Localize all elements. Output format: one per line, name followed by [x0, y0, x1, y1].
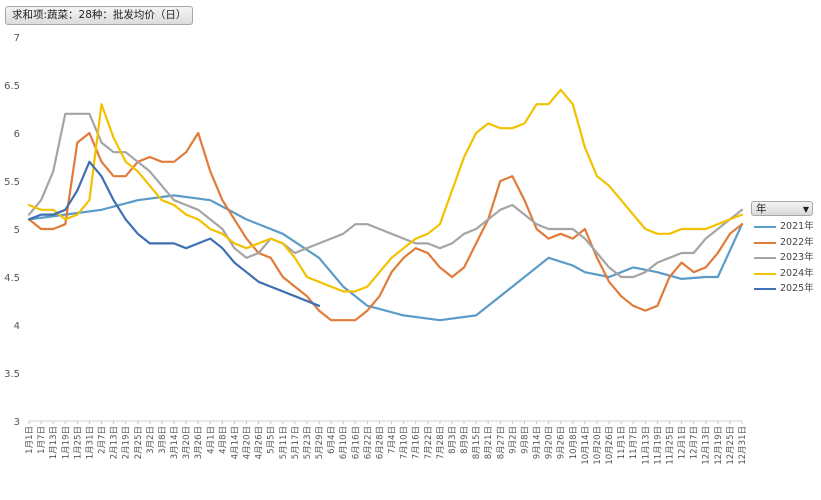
x-tick-label: 2月19日	[122, 426, 132, 459]
x-tick-label: 1月31日	[85, 426, 95, 459]
y-axis: 3 3.5 4 4.5 5 5.5 6 6.5 7	[4, 33, 742, 428]
x-tick-label: 7月4日	[388, 426, 398, 454]
x-tick-label: 1月1日	[25, 426, 35, 454]
x-tick-label: 4月20日	[243, 426, 253, 459]
legend-swatch	[754, 257, 776, 259]
series-line-2023年	[27, 112, 744, 279]
y-tick-label: 7	[14, 33, 20, 44]
x-tick-label: 1月7日	[37, 426, 47, 454]
x-tick-label: 5月23日	[303, 426, 313, 459]
y-tick-label: 5.5	[4, 177, 20, 188]
legend-label: 2025年	[780, 283, 814, 294]
x-tick-label: 8月15日	[472, 426, 482, 459]
x-tick-label: 6月4日	[327, 426, 337, 454]
x-tick-label: 4月26日	[255, 426, 265, 459]
y-tick-label: 3.5	[4, 369, 20, 380]
x-tick-label: 5月17日	[291, 426, 301, 459]
x-tick-label: 4月8日	[218, 426, 228, 454]
legend-swatch	[754, 226, 776, 228]
y-tick-label: 4	[14, 321, 20, 332]
x-tick-label: 5月29日	[315, 426, 325, 459]
x-tick-label: 2月25日	[134, 426, 144, 459]
x-tick-label: 11月7日	[629, 426, 639, 459]
series-line-2024年	[27, 88, 744, 293]
legend-item: 2025年	[754, 281, 814, 297]
x-tick-label: 9月14日	[533, 426, 543, 459]
legend-label: 2021年	[780, 221, 814, 232]
x-tick-label: 12月25日	[726, 426, 736, 465]
x-tick-label: 11月1日	[617, 426, 627, 459]
x-tick-label: 10月26日	[605, 426, 615, 465]
x-tick-label: 12月31日	[738, 426, 748, 465]
x-tick-label: 10月20日	[593, 426, 603, 465]
x-axis: 1月1日 1月7日 1月13日 1月19日 1月25日 1月31日 2月7日 2月13日 2月1…	[25, 421, 748, 465]
legend-item: 2023年	[754, 250, 814, 266]
x-tick-label: 6月22日	[363, 426, 373, 459]
legend-label: 2024年	[780, 267, 814, 279]
x-tick-label: 7月10日	[400, 426, 410, 459]
x-tick-label: 6月16日	[351, 426, 361, 459]
x-tick-label: 6月10日	[339, 426, 349, 459]
x-tick-label: 12月7日	[690, 426, 700, 459]
x-tick-label: 8月3日	[448, 426, 458, 454]
chevron-down-icon: ▼	[802, 205, 809, 214]
x-tick-label: 5月11日	[279, 426, 289, 459]
x-tick-label: 1月19日	[61, 426, 71, 459]
series-line-2021年	[27, 194, 744, 322]
x-tick-label: 1月25日	[73, 426, 83, 459]
y-tick-label: 5	[14, 225, 20, 236]
y-tick-label: 3	[14, 417, 20, 428]
x-tick-label: 9月2日	[508, 426, 518, 454]
x-tick-label: 3月14日	[170, 426, 180, 459]
x-tick-label: 5月5日	[267, 426, 277, 454]
legend-swatch	[754, 241, 776, 244]
x-tick-label: 3月26日	[194, 426, 204, 459]
x-tick-label: 7月22日	[424, 426, 434, 459]
legend-item: 2021年	[754, 219, 814, 235]
x-tick-label: 12月13日	[702, 426, 712, 465]
x-tick-label: 2月13日	[110, 426, 120, 459]
y-tick-label: 6.5	[4, 81, 20, 92]
x-tick-label: 8月21日	[484, 426, 494, 459]
field-button[interactable]: 求和项:蔬菜：28种：批发均价（日）	[5, 6, 194, 25]
legend-item: 2022年	[754, 235, 814, 251]
legend-filter-dropdown[interactable]: 年 ▼	[751, 201, 813, 216]
x-tick-label: 11月25日	[665, 426, 675, 465]
x-tick-label: 4月1日	[206, 426, 216, 454]
x-tick-label: 3月20日	[182, 426, 192, 459]
x-tick-label: 8月9日	[460, 426, 470, 454]
x-tick-label: 12月19日	[714, 426, 724, 465]
x-tick-label: 10月14日	[581, 426, 591, 465]
legend-filter-label: 年	[756, 203, 767, 215]
x-tick-label: 11月13日	[641, 426, 651, 465]
x-tick-label: 9月26日	[557, 426, 567, 459]
series-layer	[27, 88, 744, 322]
legend: 2021年 2022年 2023年 2024年 2025年	[754, 219, 814, 297]
x-tick-label: 10月8日	[569, 426, 579, 459]
y-tick-label: 4.5	[4, 273, 20, 284]
series-line-2025年	[27, 160, 321, 307]
series-line-2022年	[27, 131, 744, 322]
x-tick-label: 2月7日	[98, 426, 108, 454]
x-tick-label: 1月13日	[49, 426, 59, 459]
legend-item: 2024年	[754, 266, 814, 282]
legend-swatch	[754, 272, 776, 275]
x-tick-label: 7月28日	[436, 426, 446, 459]
x-tick-label: 9月8日	[520, 426, 530, 454]
x-tick-label: 9月20日	[545, 426, 555, 459]
x-tick-label: 12月1日	[678, 426, 688, 459]
x-tick-label: 8月27日	[496, 426, 506, 459]
x-tick-label: 3月8日	[158, 426, 168, 454]
x-tick-label: 7月16日	[412, 426, 422, 459]
x-tick-label: 11月19日	[653, 426, 663, 465]
x-tick-label: 4月14日	[230, 426, 240, 459]
x-tick-label: 6月28日	[375, 426, 385, 459]
y-tick-label: 6	[14, 129, 20, 140]
x-tick-label: 3月2日	[146, 426, 156, 454]
legend-label: 2023年	[780, 252, 814, 263]
legend-label: 2022年	[780, 236, 814, 248]
legend-swatch	[754, 288, 776, 290]
